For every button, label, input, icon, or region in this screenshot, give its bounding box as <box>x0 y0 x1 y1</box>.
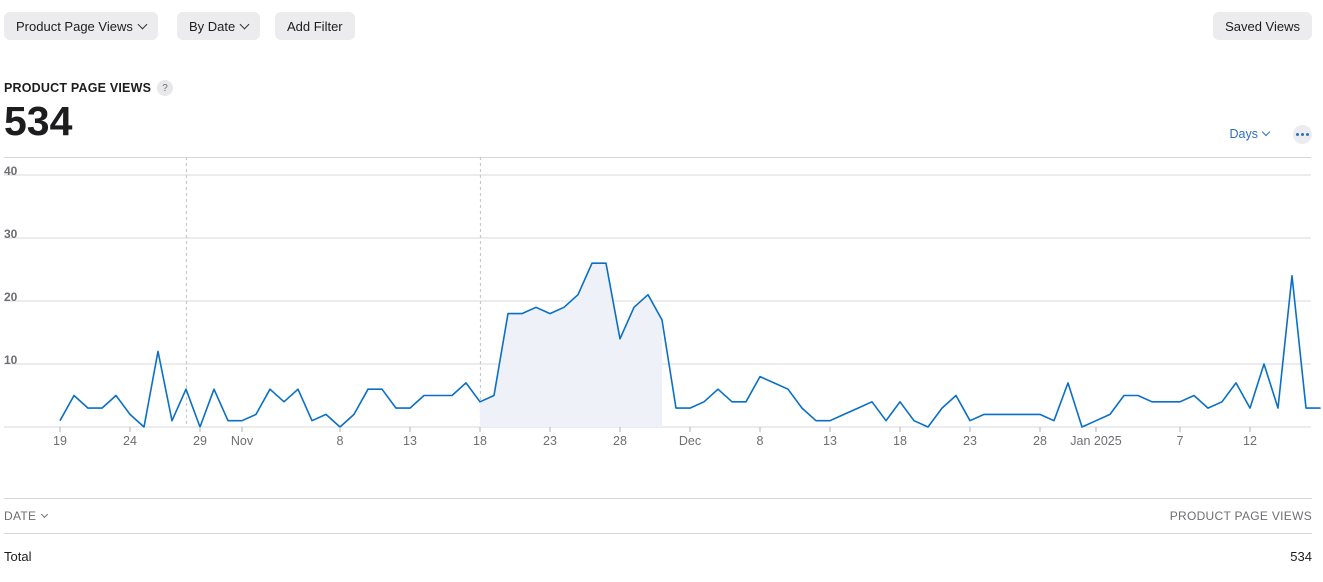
add-filter-label: Add Filter <box>287 18 343 34</box>
add-filter-button[interactable]: Add Filter <box>275 12 355 40</box>
more-options-icon[interactable] <box>1293 125 1312 144</box>
x-tick-label: 24 <box>123 434 137 448</box>
x-tick-label: Nov <box>231 434 254 448</box>
x-tick-label: 18 <box>893 434 907 448</box>
x-tick-label: 7 <box>1177 434 1184 448</box>
saved-views-label: Saved Views <box>1225 18 1300 34</box>
x-tick-label: 19 <box>53 434 67 448</box>
y-tick-label: 20 <box>4 290 18 304</box>
metric-dropdown[interactable]: Product Page Views <box>4 12 158 40</box>
chevron-down-icon <box>137 19 148 29</box>
help-icon[interactable]: ? <box>157 80 174 96</box>
chevron-down-icon <box>1261 127 1271 137</box>
x-tick-label: 8 <box>337 434 344 448</box>
metric-title: PRODUCT PAGE VIEWS ? <box>4 80 174 96</box>
x-tick-label: 18 <box>473 434 487 448</box>
shaded-area <box>480 263 662 427</box>
x-tick-label: Dec <box>679 434 701 448</box>
group-by-label: By Date <box>189 18 236 34</box>
group-by-dropdown[interactable]: By Date <box>177 12 261 40</box>
x-tick-label: 29 <box>193 434 207 448</box>
y-tick-label: 10 <box>4 353 18 367</box>
granularity-dropdown[interactable]: Days <box>1229 127 1271 141</box>
x-tick-label: 12 <box>1243 434 1257 448</box>
x-tick-label: 23 <box>963 434 977 448</box>
total-row: Total 534 <box>4 549 1312 564</box>
saved-views-button[interactable]: Saved Views <box>1213 12 1312 40</box>
x-tick-label: Jan 2025 <box>1070 434 1121 448</box>
x-tick-label: 23 <box>543 434 557 448</box>
total-value: 534 <box>1290 549 1312 564</box>
metric-total-value: 534 <box>4 98 73 144</box>
x-tick-label: 13 <box>823 434 837 448</box>
table-header: DATE PRODUCT PAGE VIEWS <box>4 498 1312 534</box>
y-tick-label: 40 <box>4 164 18 178</box>
series-line <box>59 262 1321 428</box>
x-tick-label: 28 <box>613 434 627 448</box>
metric-title-text: PRODUCT PAGE VIEWS <box>4 81 152 95</box>
date-column-label: DATE <box>4 509 37 523</box>
y-tick-label: 30 <box>4 227 18 241</box>
metric-dropdown-label: Product Page Views <box>16 18 133 34</box>
toolbar: Product Page Views By Date Add Filter Sa… <box>4 12 1312 40</box>
chevron-down-icon <box>239 19 250 29</box>
x-tick-label: 8 <box>757 434 764 448</box>
x-tick-label: 28 <box>1033 434 1047 448</box>
chevron-down-icon <box>41 510 49 518</box>
granularity-label: Days <box>1229 127 1258 141</box>
total-label: Total <box>4 549 32 564</box>
date-column-header[interactable]: DATE <box>4 509 49 523</box>
page-views-chart: 10 20 30 40 19 24 29 Nov 8 13 18 23 28 Dec 8 13 18 23 28 Ja… <box>4 157 1321 448</box>
x-tick-label: 13 <box>403 434 417 448</box>
views-column-header[interactable]: PRODUCT PAGE VIEWS <box>1169 509 1312 523</box>
